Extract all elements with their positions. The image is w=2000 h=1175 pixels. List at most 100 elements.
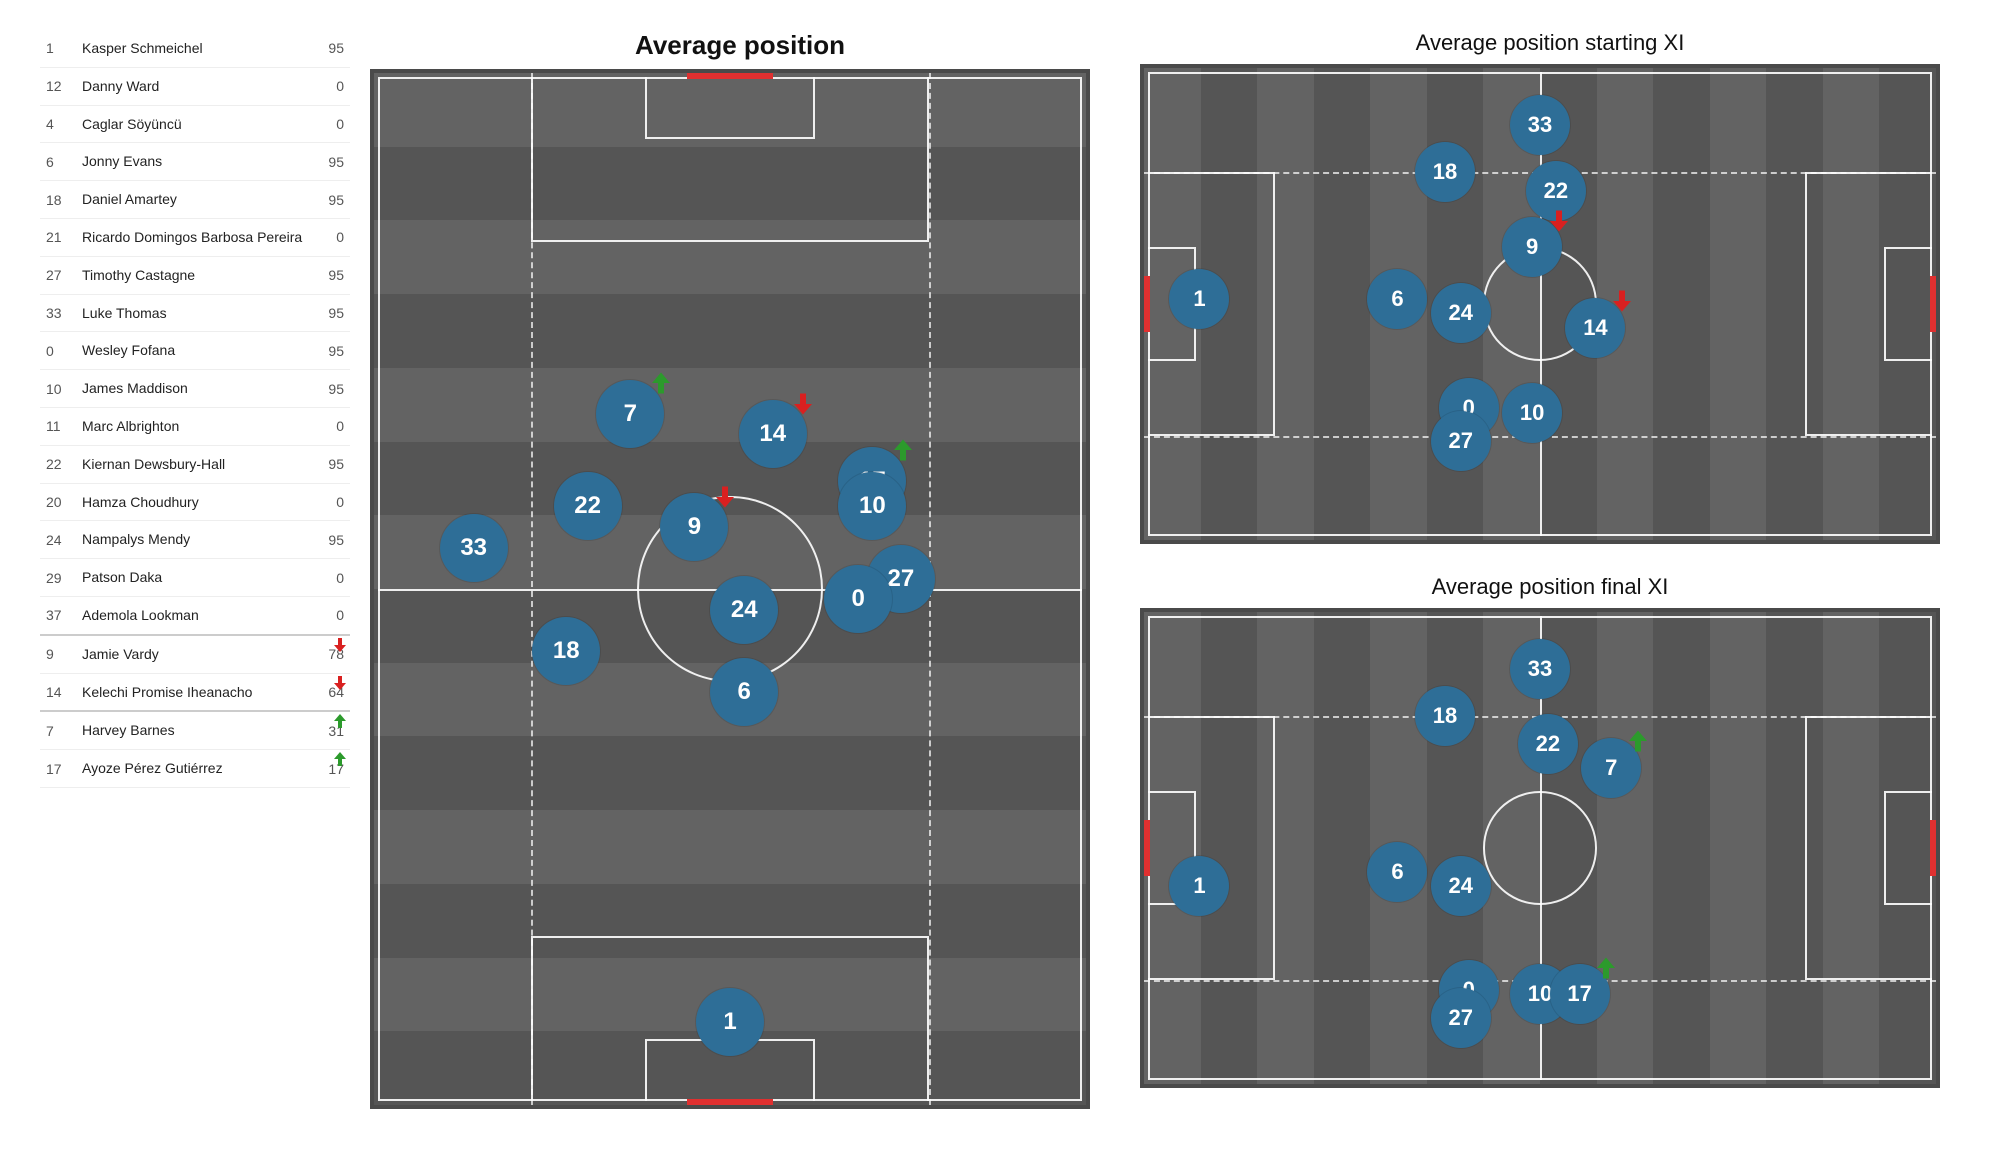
player-marker: 10 bbox=[1502, 383, 1562, 443]
player-name: Patson Daka bbox=[76, 559, 310, 597]
table-row: 0Wesley Fofana95 bbox=[40, 332, 350, 370]
player-name: Caglar Söyüncü bbox=[76, 105, 310, 143]
player-minutes: 78 bbox=[310, 635, 350, 673]
player-number: 27 bbox=[40, 256, 76, 294]
player-marker: 10 bbox=[838, 472, 906, 540]
player-marker: 6 bbox=[710, 658, 778, 726]
sub-off-icon bbox=[1613, 290, 1631, 312]
player-table: 1Kasper Schmeichel9512Danny Ward04Caglar… bbox=[40, 30, 350, 788]
player-name: Daniel Amartey bbox=[76, 181, 310, 219]
player-marker: 22 bbox=[554, 472, 622, 540]
main-pitch-title: Average position bbox=[370, 30, 1110, 61]
player-minutes: 0 bbox=[310, 596, 350, 634]
player-number: 6 bbox=[40, 143, 76, 181]
player-name: Jonny Evans bbox=[76, 143, 310, 181]
player-name: Marc Albrighton bbox=[76, 407, 310, 445]
player-marker: 33 bbox=[1510, 639, 1570, 699]
table-row: 20Hamza Choudhury0 bbox=[40, 483, 350, 521]
sub-off-icon bbox=[794, 393, 812, 415]
table-row: 7Harvey Barnes31 bbox=[40, 711, 350, 749]
player-number: 24 bbox=[40, 521, 76, 559]
table-row: 37Ademola Lookman0 bbox=[40, 596, 350, 634]
player-minutes: 95 bbox=[310, 294, 350, 332]
player-number: 20 bbox=[40, 483, 76, 521]
player-minutes: 0 bbox=[310, 218, 350, 256]
player-marker: 27 bbox=[1431, 411, 1491, 471]
sub-on-icon bbox=[652, 372, 670, 394]
player-name: Kelechi Promise Iheanacho bbox=[76, 673, 310, 711]
sub-off-icon bbox=[1550, 210, 1568, 232]
table-row: 22Kiernan Dewsbury-Hall95 bbox=[40, 445, 350, 483]
player-number: 29 bbox=[40, 559, 76, 597]
player-name: Luke Thomas bbox=[76, 294, 310, 332]
sub-off-icon bbox=[334, 676, 346, 690]
player-number: 33 bbox=[40, 294, 76, 332]
player-number: 9 bbox=[40, 635, 76, 673]
player-number: 4 bbox=[40, 105, 76, 143]
player-number: 18 bbox=[40, 181, 76, 219]
player-name: Wesley Fofana bbox=[76, 332, 310, 370]
player-number: 37 bbox=[40, 596, 76, 634]
player-minutes: 95 bbox=[310, 370, 350, 408]
player-number: 21 bbox=[40, 218, 76, 256]
player-number: 22 bbox=[40, 445, 76, 483]
table-row: 14Kelechi Promise Iheanacho64 bbox=[40, 673, 350, 711]
player-number: 10 bbox=[40, 370, 76, 408]
player-minutes: 31 bbox=[310, 711, 350, 749]
player-marker: 0 bbox=[824, 565, 892, 633]
table-row: 27Timothy Castagne95 bbox=[40, 256, 350, 294]
main-pitch: 714171022933270241861 bbox=[370, 69, 1090, 1109]
table-row: 24Nampalys Mendy95 bbox=[40, 521, 350, 559]
player-number: 17 bbox=[40, 750, 76, 788]
player-name: Hamza Choudhury bbox=[76, 483, 310, 521]
final-pitch: 331822716240271017 bbox=[1140, 608, 1940, 1088]
player-minutes: 95 bbox=[310, 181, 350, 219]
table-row: 9Jamie Vardy78 bbox=[40, 635, 350, 673]
player-name: Ayoze Pérez Gutiérrez bbox=[76, 750, 310, 788]
player-name: Timothy Castagne bbox=[76, 256, 310, 294]
table-row: 18Daniel Amartey95 bbox=[40, 181, 350, 219]
table-row: 29Patson Daka0 bbox=[40, 559, 350, 597]
player-marker: 6 bbox=[1367, 842, 1427, 902]
player-marker: 1 bbox=[1169, 856, 1229, 916]
player-list-panel: 1Kasper Schmeichel9512Danny Ward04Caglar… bbox=[40, 30, 350, 1145]
player-minutes: 95 bbox=[310, 30, 350, 67]
player-marker: 24 bbox=[1431, 856, 1491, 916]
right-pitches-panel: Average position starting XI 33182291624… bbox=[1140, 30, 1960, 1145]
player-marker: 18 bbox=[1415, 142, 1475, 202]
player-marker: 6 bbox=[1367, 269, 1427, 329]
player-name: Harvey Barnes bbox=[76, 711, 310, 749]
player-number: 11 bbox=[40, 407, 76, 445]
table-row: 21Ricardo Domingos Barbosa Pereira0 bbox=[40, 218, 350, 256]
table-row: 12Danny Ward0 bbox=[40, 67, 350, 105]
starting-pitch-title: Average position starting XI bbox=[1140, 30, 1960, 56]
player-name: Danny Ward bbox=[76, 67, 310, 105]
player-marker: 1 bbox=[696, 988, 764, 1056]
player-marker: 18 bbox=[1415, 686, 1475, 746]
player-name: Jamie Vardy bbox=[76, 635, 310, 673]
player-marker: 1 bbox=[1169, 269, 1229, 329]
player-minutes: 0 bbox=[310, 407, 350, 445]
player-marker: 18 bbox=[532, 617, 600, 685]
table-row: 33Luke Thomas95 bbox=[40, 294, 350, 332]
player-minutes: 95 bbox=[310, 256, 350, 294]
sub-on-icon bbox=[894, 439, 912, 461]
player-marker: 24 bbox=[710, 576, 778, 644]
starting-pitch: 331822916241401027 bbox=[1140, 64, 1940, 544]
player-minutes: 95 bbox=[310, 445, 350, 483]
player-minutes: 0 bbox=[310, 483, 350, 521]
sub-on-icon bbox=[334, 714, 346, 728]
player-marker: 33 bbox=[1510, 95, 1570, 155]
sub-off-icon bbox=[716, 486, 734, 508]
player-minutes: 0 bbox=[310, 67, 350, 105]
table-row: 6Jonny Evans95 bbox=[40, 143, 350, 181]
player-number: 7 bbox=[40, 711, 76, 749]
player-minutes: 95 bbox=[310, 143, 350, 181]
player-name: Nampalys Mendy bbox=[76, 521, 310, 559]
player-number: 14 bbox=[40, 673, 76, 711]
player-marker: 33 bbox=[440, 514, 508, 582]
player-name: Kiernan Dewsbury-Hall bbox=[76, 445, 310, 483]
player-minutes: 95 bbox=[310, 521, 350, 559]
player-marker: 27 bbox=[1431, 988, 1491, 1048]
player-minutes: 0 bbox=[310, 559, 350, 597]
